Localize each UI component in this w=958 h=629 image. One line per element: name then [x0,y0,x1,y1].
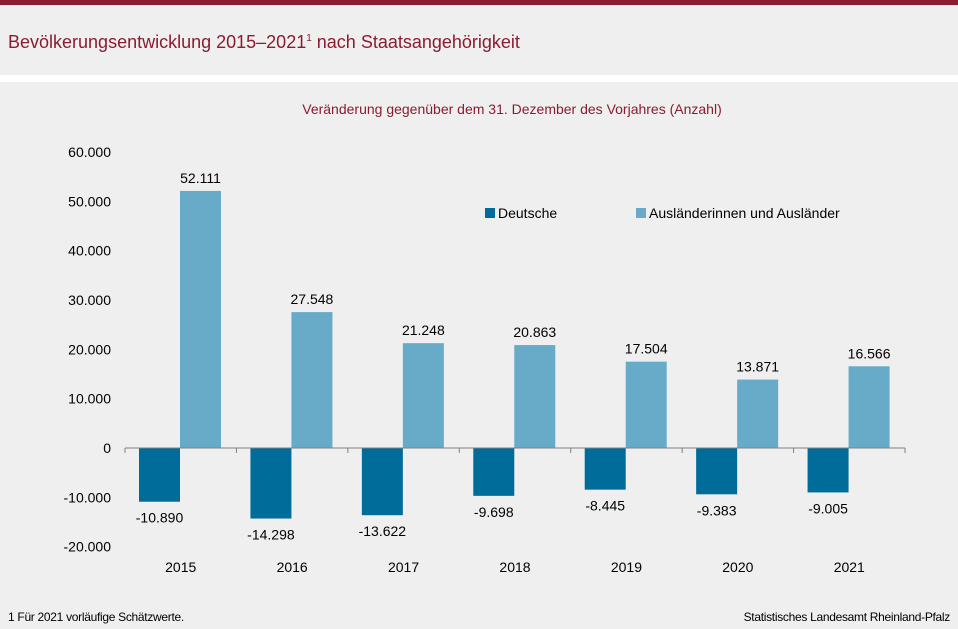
title-footnote-mark: 1 [306,33,312,44]
x-tick-label: 2019 [611,559,642,575]
bar-auslaender [514,345,556,448]
x-tick-label: 2015 [165,559,196,575]
data-label: 17.504 [625,341,668,357]
bar-auslaender [848,366,890,448]
title-band [0,5,958,75]
data-label: 20.863 [513,324,556,340]
bar-deutsche [361,448,403,516]
bar-auslaender [291,312,333,448]
data-label: 27.548 [291,291,334,307]
x-tick-label: 2018 [499,559,530,575]
bar-auslaender [625,361,667,448]
legend-label: Ausländerinnen und Ausländer [649,205,840,221]
legend-swatch-deutsche [485,208,495,218]
footnote: 1 Für 2021 vorläufige Schätzwerte. [8,610,184,624]
x-tick-label: 2020 [722,559,753,575]
y-tick-label: -20.000 [64,539,112,555]
data-label: -9.698 [474,504,514,520]
bar-deutsche [139,448,180,502]
y-tick-label: 10.000 [68,391,111,407]
y-tick-label: 50.000 [68,193,111,209]
data-label: -9.383 [697,502,737,518]
x-tick-label: 2021 [834,559,865,575]
bar-deutsche [250,448,292,519]
x-tick-label: 2017 [388,559,419,575]
y-tick-label: 20.000 [68,341,111,357]
data-label: 21.248 [402,322,445,338]
bar-deutsche [807,448,849,493]
bar-auslaender [402,343,444,448]
title-rest: nach Staatsangehörigkeit [311,32,520,52]
y-tick-label: 0 [103,440,111,456]
y-tick-label: 40.000 [68,243,111,259]
page-title: Bevölkerungsentwicklung 2015–20211 nach … [8,32,520,53]
top-accent-bar [0,0,958,5]
bar-deutsche [473,448,515,496]
legend-swatch-auslaender [636,208,646,218]
legend-label: Deutsche [498,205,557,221]
title-main: Bevölkerungsentwicklung 2015–2021 [8,32,307,52]
data-label: -14.298 [247,527,295,543]
y-tick-label: 60.000 [68,144,111,160]
source-note: Statistisches Landesamt Rheinland-Pfalz [743,610,951,624]
data-label: 16.566 [848,345,891,361]
data-label: -9.005 [808,500,848,516]
bar-deutsche [584,448,626,490]
y-tick-label: 30.000 [68,292,111,308]
data-label: -10.890 [136,510,184,526]
bar-auslaender [737,379,779,448]
data-label: -13.622 [359,523,407,539]
chart-panel [0,82,958,629]
data-label: -8.445 [585,498,625,514]
data-label: 52.111 [180,170,221,186]
x-tick-label: 2016 [277,559,308,575]
bar-auslaender [180,190,221,448]
bar-deutsche [696,448,738,495]
chart-title: Veränderung gegenüber dem 31. Dezember d… [302,101,721,117]
data-label: 13.871 [736,359,779,375]
y-tick-label: -10.000 [64,489,112,505]
